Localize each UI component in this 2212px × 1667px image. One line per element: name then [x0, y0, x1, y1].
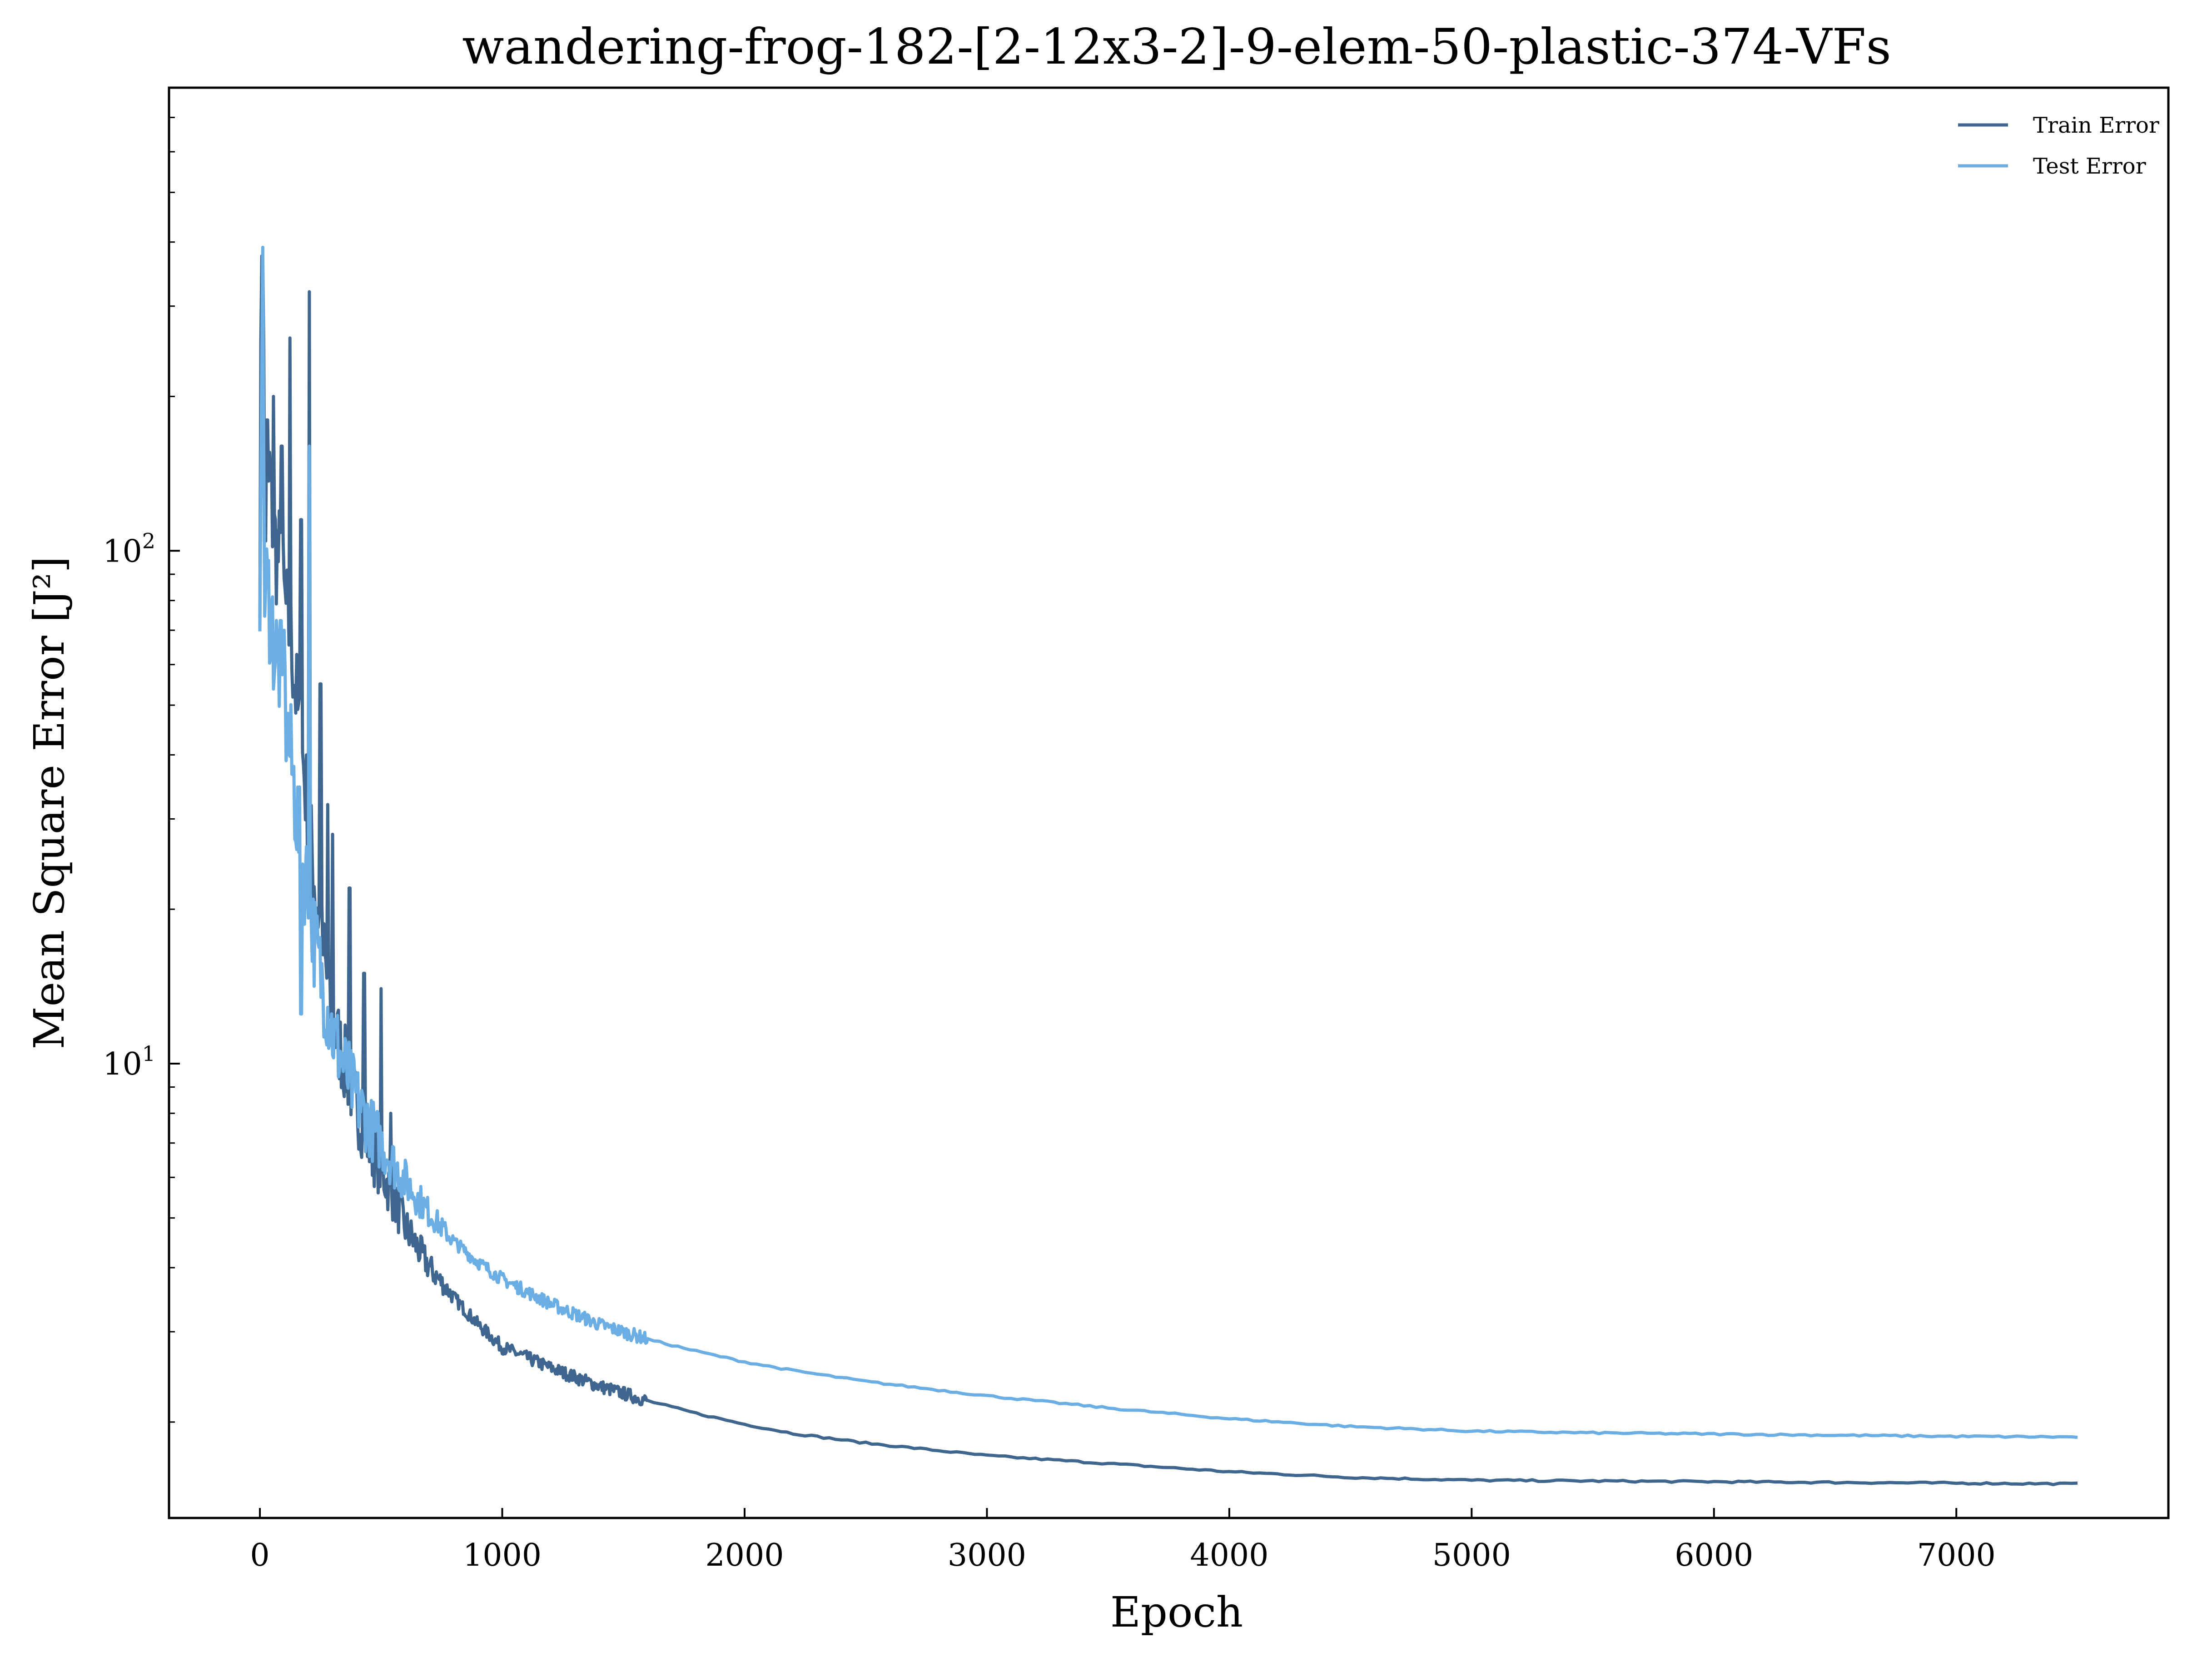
x-tick-label: 4000: [1190, 1538, 1268, 1573]
series-line-test: [258, 245, 2078, 1439]
x-tick-label: 7000: [1917, 1538, 1996, 1573]
series-layer: [258, 245, 2078, 1487]
x-tick-label: 1000: [463, 1538, 542, 1573]
x-tick-label: 2000: [705, 1538, 784, 1573]
legend-label: Train Error: [2033, 113, 2159, 138]
x-tick-label: 3000: [948, 1538, 1026, 1573]
x-axis-ticks: 0 1000 2000 3000 4000 5000 6000 7000: [250, 1508, 1996, 1573]
y-tick-label: 102: [103, 528, 155, 569]
plot-frame: [168, 86, 2170, 1519]
x-axis-label: Epoch: [1110, 1588, 1243, 1637]
legend: Train Error Test Error: [1958, 113, 2159, 179]
y-axis-ticks: 101 102: [103, 87, 180, 1423]
x-tick-label: 5000: [1432, 1538, 1511, 1573]
legend-label: Test Error: [2033, 154, 2146, 179]
series-line-train: [258, 254, 2078, 1487]
x-tick-label: 0: [250, 1538, 269, 1573]
x-tick-label: 6000: [1675, 1538, 1753, 1573]
y-tick-label: 101: [103, 1041, 155, 1082]
y-axis-label: Mean Square Error [J²]: [25, 557, 74, 1050]
chart-title: wandering-frog-182-[2-12x3-2]-9-elem-50-…: [462, 19, 1891, 75]
